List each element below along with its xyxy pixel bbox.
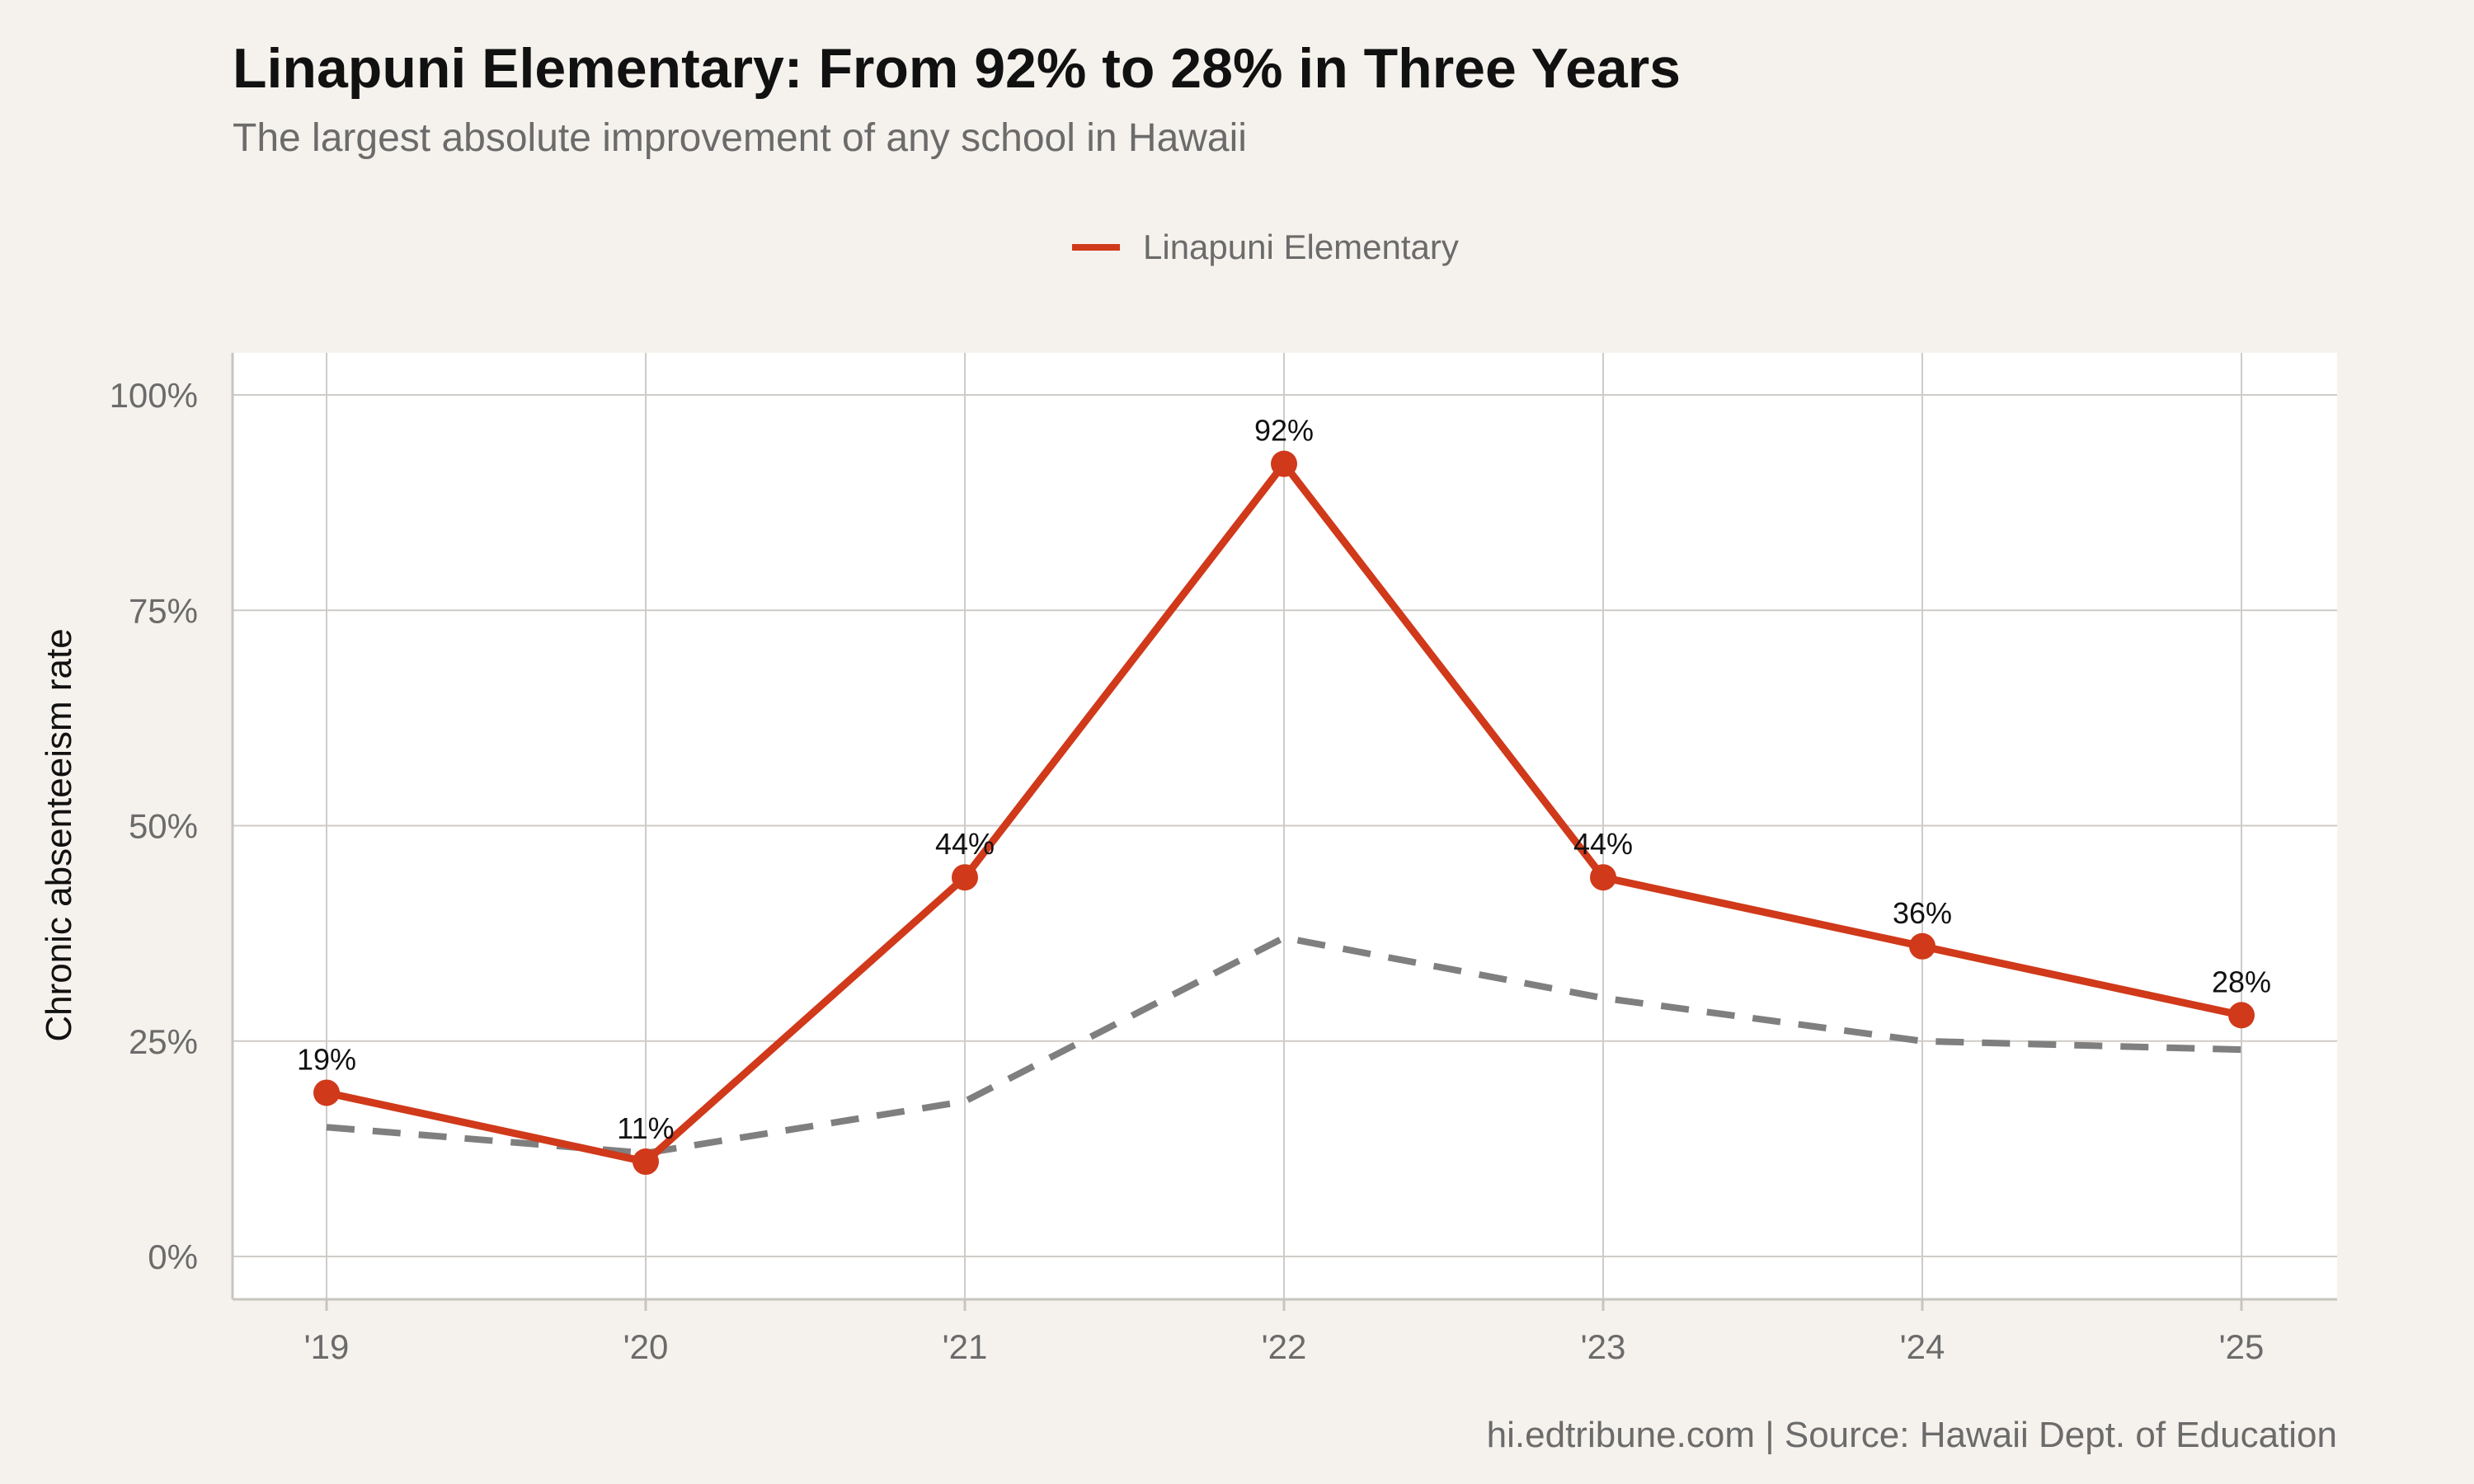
linapuni-point bbox=[633, 1148, 659, 1176]
linapuni-point bbox=[952, 864, 978, 891]
y-tick-label: 75% bbox=[129, 591, 198, 630]
data-label: 28% bbox=[2212, 965, 2271, 998]
legend: Linapuni Elementary bbox=[1072, 228, 1459, 267]
x-tick-label: '19 bbox=[304, 1327, 350, 1366]
linapuni-point bbox=[313, 1079, 340, 1106]
linapuni-point bbox=[1909, 932, 1935, 960]
data-label: 92% bbox=[1254, 414, 1314, 448]
y-tick-label: 0% bbox=[148, 1237, 198, 1276]
chart-title: Linapuni Elementary: From 92% to 28% in … bbox=[233, 37, 1681, 100]
y-tick-label: 100% bbox=[110, 376, 198, 415]
data-label: 44% bbox=[1573, 827, 1633, 861]
series bbox=[313, 450, 2255, 1176]
linapuni-point bbox=[2228, 1002, 2255, 1029]
x-tick-label: '20 bbox=[623, 1327, 669, 1366]
chart-subtitle: The largest absolute improvement of any … bbox=[233, 116, 1247, 160]
legend-label-linapuni: Linapuni Elementary bbox=[1143, 228, 1459, 266]
data-label: 11% bbox=[617, 1111, 674, 1145]
y-tick-label: 25% bbox=[129, 1022, 198, 1061]
y-tick-label: 50% bbox=[129, 807, 198, 846]
data-label: 36% bbox=[1893, 896, 1952, 930]
legend-swatch-linapuni bbox=[1072, 244, 1120, 251]
x-tick-label: '25 bbox=[2219, 1327, 2265, 1366]
grid bbox=[233, 353, 2337, 1299]
x-tick-label: '21 bbox=[943, 1327, 988, 1366]
data-labels: 19% 11% 44% 92% 44% 36% 28% bbox=[297, 414, 2271, 1145]
x-tick-label: '22 bbox=[1262, 1327, 1307, 1366]
source-caption: hi.edtribune.com | Source: Hawaii Dept. … bbox=[1486, 1415, 2337, 1455]
data-label: 44% bbox=[935, 827, 995, 861]
x-tick-label: '24 bbox=[1900, 1327, 1945, 1366]
y-tick-labels: 0% 25% 50% 75% 100% bbox=[110, 376, 198, 1276]
data-label: 19% bbox=[297, 1042, 356, 1076]
linapuni-point bbox=[1271, 450, 1297, 477]
x-tick-label: '23 bbox=[1581, 1327, 1626, 1366]
x-tick-labels: '19 '20 '21 '22 '23 '24 '25 bbox=[304, 1299, 2265, 1366]
linapuni-point bbox=[1590, 864, 1616, 891]
